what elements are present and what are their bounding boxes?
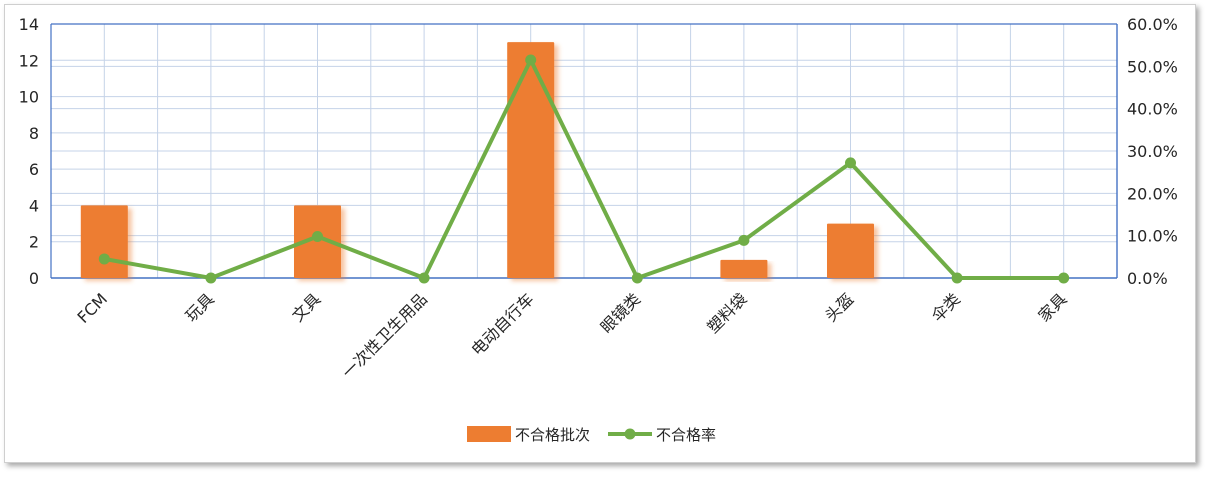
y-left-tick-label: 12 (19, 51, 39, 70)
x-category-label: FCM (74, 289, 112, 327)
bar (827, 223, 874, 278)
y-right-tick-label: 60.0% (1127, 15, 1178, 34)
x-category-label: 文具 (288, 289, 324, 325)
rate-point (1058, 272, 1070, 284)
x-category-label: 塑料袋 (703, 289, 750, 336)
y-right-tick-label: 30.0% (1127, 142, 1178, 161)
y-left-tick-label: 0 (29, 269, 39, 288)
y-right-tick-label: 50.0% (1127, 57, 1178, 76)
rate-point (418, 272, 430, 284)
y-left-tick-label: 8 (29, 124, 39, 143)
bar (507, 42, 555, 279)
chart-frame (4, 4, 1196, 463)
x-category-label: 玩具 (182, 289, 218, 325)
legend-label-bar: 不合格批次 (515, 426, 590, 444)
legend-swatch-marker (624, 428, 636, 440)
y-left-tick-label: 6 (29, 160, 39, 179)
y-right-tick-label: 0.0% (1127, 269, 1168, 288)
rate-point (738, 234, 750, 246)
x-category-label: 电动自行车 (468, 289, 538, 359)
rate-point (312, 231, 323, 243)
x-category-label: 伞类 (928, 289, 964, 325)
rate-point (951, 272, 963, 284)
y-left-tick-label: 10 (19, 88, 39, 107)
x-category-label: 头盔 (821, 289, 857, 325)
x-category-label: 一次性卫生用品 (338, 289, 431, 382)
rate-point (525, 54, 537, 66)
rate-line (102, 57, 1066, 280)
rate-point (205, 272, 217, 284)
x-category-label: 眼镜类 (597, 289, 644, 336)
axes (50, 23, 1118, 279)
bar (80, 205, 128, 278)
y-left-tick-label: 4 (29, 196, 39, 215)
rate-point (98, 253, 110, 265)
legend-swatch-bar (467, 426, 511, 442)
y-right-tick-label: 20.0% (1127, 184, 1178, 203)
y-left-tick-label: 2 (29, 233, 39, 252)
rate-point (845, 157, 856, 169)
x-category-label: 家具 (1034, 289, 1070, 325)
rate-point (631, 272, 643, 284)
line-series (98, 54, 1070, 284)
y-right-tick-label: 40.0% (1127, 100, 1178, 119)
y-left-tick-label: 14 (19, 15, 39, 34)
legend: 不合格批次 不合格率 (467, 426, 716, 444)
legend-label-line: 不合格率 (656, 426, 716, 444)
gridlines (50, 23, 1118, 279)
y-right-tick-label: 10.0% (1127, 227, 1178, 246)
bar (720, 259, 768, 278)
